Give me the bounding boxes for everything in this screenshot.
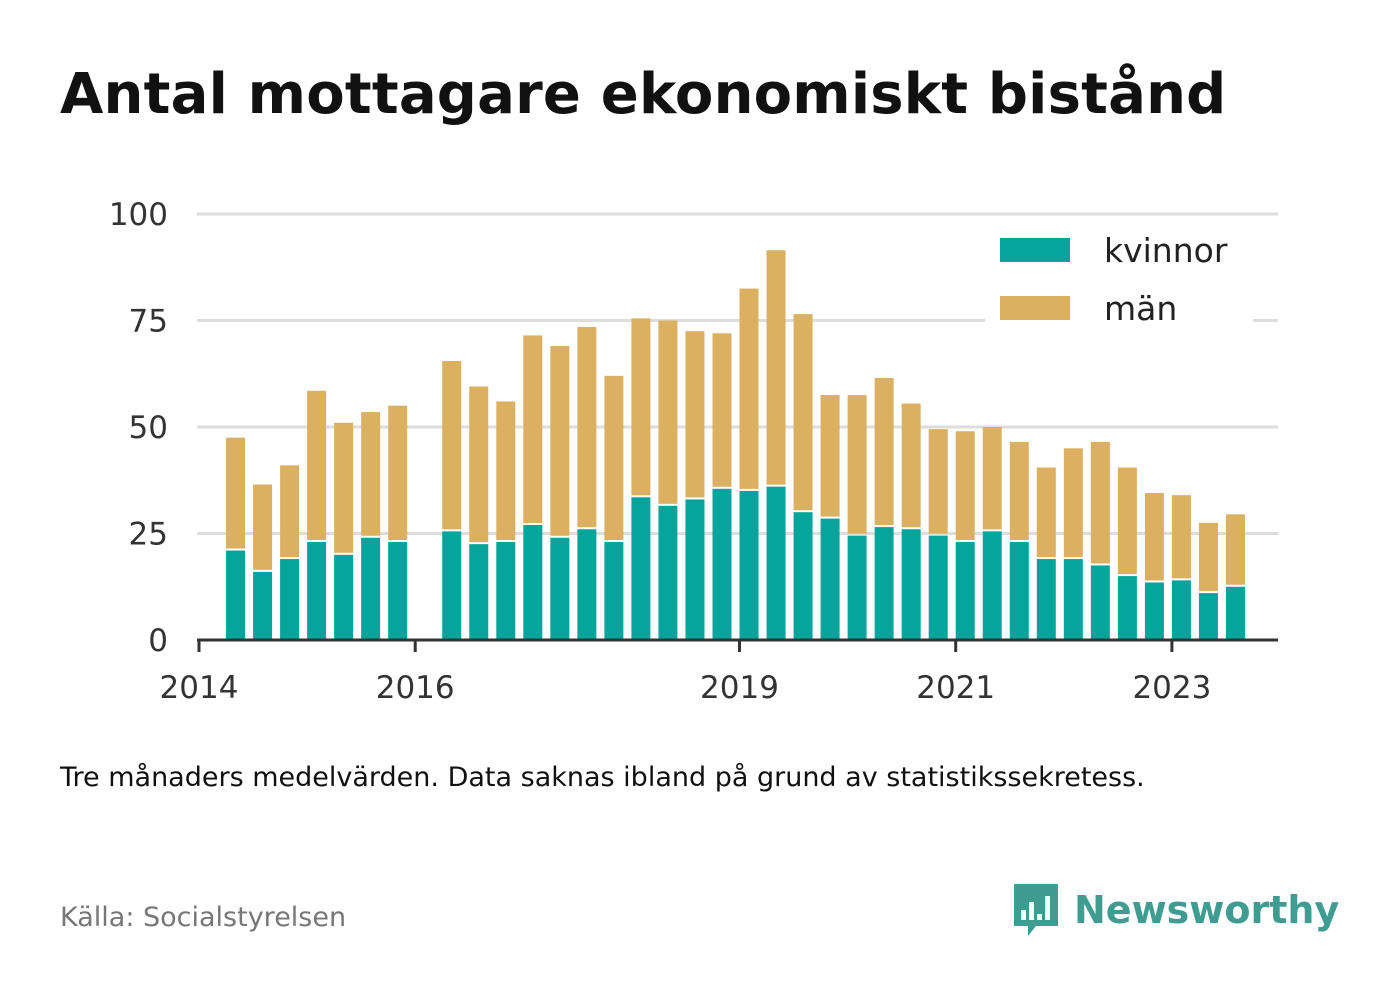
x-tick-label: 2021: [916, 670, 995, 706]
bar-man: [496, 401, 516, 541]
bar-man: [469, 386, 489, 543]
bar-kvinnor: [307, 542, 327, 640]
bar-man: [280, 465, 300, 558]
bar-man: [847, 395, 867, 534]
bar-man: [766, 250, 786, 485]
newsworthy-brand[interactable]: Newsworthy: [1010, 880, 1339, 940]
legend-label: kvinnor: [1104, 231, 1228, 270]
bar-man: [1171, 495, 1191, 579]
x-tick-label: 2019: [700, 670, 779, 706]
bar-man: [442, 360, 462, 530]
bar-man: [793, 314, 813, 511]
bar-kvinnor: [1036, 559, 1056, 640]
x-axis: 2014 2016 2019 2021 2023: [160, 638, 1278, 706]
y-tick-label: 25: [129, 517, 168, 553]
bar-kvinnor: [955, 542, 975, 640]
chart-title: Antal mottagare ekonomiskt bistånd: [60, 62, 1227, 127]
bar-man: [685, 331, 705, 498]
bar-kvinnor: [982, 531, 1002, 640]
bar-kvinnor: [442, 531, 462, 640]
brand-name: Newsworthy: [1074, 888, 1340, 932]
bar-kvinnor: [901, 529, 921, 640]
bar-man: [1009, 441, 1029, 541]
bar-kvinnor: [847, 535, 867, 640]
bar-man: [253, 484, 273, 570]
y-tick-label: 75: [129, 304, 168, 340]
bar-man: [955, 431, 975, 541]
bar-man: [1198, 522, 1218, 592]
bar-kvinnor: [523, 524, 543, 640]
bar-man: [901, 403, 921, 528]
bar-kvinnor: [874, 527, 894, 640]
stacked-bar-chart: 0 25 50 75 100 2014 2016 2019 2021 2023 kvinnor m…: [109, 197, 1278, 706]
bar-man: [874, 378, 894, 526]
bar-man: [658, 320, 678, 504]
y-tick-label: 0: [148, 623, 168, 659]
bar-kvinnor: [496, 542, 516, 640]
bar-kvinnor: [1117, 576, 1137, 640]
bar-kvinnor: [388, 542, 408, 640]
bar-kvinnor: [1063, 559, 1083, 640]
bar-kvinnor: [550, 537, 570, 640]
bar-kvinnor: [1090, 565, 1110, 640]
bar-kvinnor: [685, 499, 705, 640]
bar-man: [226, 437, 246, 549]
newsworthy-logo-icon: [1014, 884, 1058, 936]
bar-kvinnor: [820, 518, 840, 640]
bar-man: [523, 335, 543, 523]
bar-kvinnor: [280, 559, 300, 640]
bar-man: [577, 326, 597, 528]
legend-label: män: [1104, 289, 1177, 328]
x-tick-label: 2023: [1132, 670, 1211, 706]
bar-man: [1063, 448, 1083, 558]
bar-kvinnor: [712, 488, 732, 640]
bar-man: [712, 333, 732, 487]
bar-man: [361, 412, 381, 536]
bar-man: [550, 346, 570, 536]
bar-kvinnor: [793, 512, 813, 640]
bar-kvinnor: [766, 486, 786, 640]
bar-man: [388, 405, 408, 541]
bar-kvinnor: [1225, 586, 1245, 640]
x-tick-label: 2016: [376, 670, 455, 706]
chart-note: Tre månaders medelvärden. Data saknas ib…: [60, 762, 1145, 793]
bar-kvinnor: [226, 550, 246, 640]
bar-man: [1117, 467, 1137, 575]
bar-man: [334, 422, 354, 553]
bar-kvinnor: [577, 529, 597, 640]
bars: [226, 250, 1245, 640]
bar-kvinnor: [604, 542, 624, 640]
y-tick-label: 50: [129, 410, 168, 446]
source-text: Källa: Socialstyrelsen: [60, 902, 347, 933]
bar-kvinnor: [928, 535, 948, 640]
bar-man: [928, 429, 948, 534]
bar-kvinnor: [253, 571, 273, 640]
bar-kvinnor: [1198, 593, 1218, 640]
bar-man: [631, 318, 651, 496]
y-tick-label: 100: [109, 197, 168, 233]
legend: kvinnor män: [985, 220, 1253, 328]
bar-man: [982, 427, 1002, 530]
bar-kvinnor: [631, 497, 651, 640]
bar-man: [739, 288, 759, 489]
bar-kvinnor: [1009, 542, 1029, 640]
bar-man: [307, 390, 327, 541]
bar-kvinnor: [334, 554, 354, 640]
bar-man: [604, 375, 624, 541]
bar-kvinnor: [469, 544, 489, 640]
bar-man: [1036, 467, 1056, 558]
y-axis-labels: 0 25 50 75 100: [109, 197, 168, 659]
bar-kvinnor: [361, 537, 381, 640]
legend-swatch: [1000, 296, 1070, 320]
bar-kvinnor: [658, 505, 678, 640]
legend-swatch: [1000, 238, 1070, 262]
bar-kvinnor: [739, 490, 759, 640]
bar-kvinnor: [1171, 580, 1191, 640]
bar-man: [1225, 514, 1245, 585]
bar-man: [1144, 493, 1164, 581]
bar-kvinnor: [1144, 582, 1164, 640]
x-tick-label: 2014: [160, 670, 239, 706]
bar-man: [1090, 441, 1110, 564]
bar-man: [820, 395, 840, 517]
